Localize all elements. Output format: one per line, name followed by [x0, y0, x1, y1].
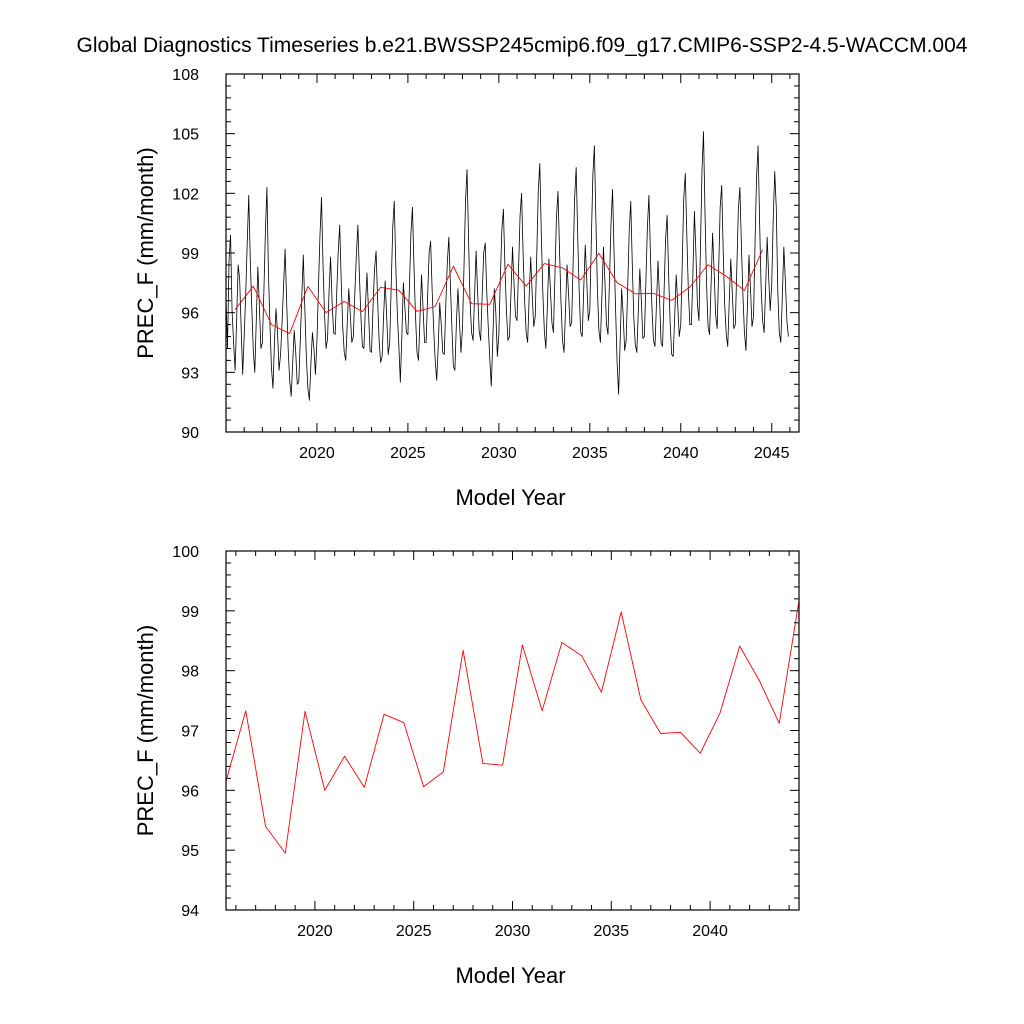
top-panel: 2020 2025 2030 2035 2040 2045 90 93 96 99 102 105 10… — [133, 67, 800, 510]
x-tick-label: 2035 — [572, 445, 608, 462]
x-tick-label: 2020 — [297, 923, 333, 940]
top-panel-y-axis-title: PREC_F (mm/month) — [133, 147, 158, 358]
y-tick-label: 102 — [172, 186, 199, 203]
bottom-panel-x-axis-title: Model Year — [455, 963, 565, 988]
top-panel-x-axis-title: Model Year — [455, 485, 565, 510]
bottom-panel-y-axis-title: PREC_F (mm/month) — [133, 625, 158, 836]
x-tick-label: 2035 — [593, 923, 629, 940]
y-tick-label: 93 — [181, 365, 199, 382]
x-tick-label: 2045 — [754, 445, 790, 462]
x-tick-label: 2030 — [481, 445, 517, 462]
bottom-panel-ticks — [226, 550, 799, 911]
chart-title: Global Diagnostics Timeseries b.e21.BWSS… — [76, 34, 968, 57]
top-panel-tick-labels: 2020 2025 2030 2035 2040 2045 90 93 96 99 102 105 10… — [172, 67, 789, 462]
y-tick-label: 90 — [181, 425, 199, 442]
y-tick-label: 100 — [172, 544, 199, 561]
y-tick-label: 108 — [172, 67, 199, 84]
x-tick-label: 2020 — [299, 445, 335, 462]
x-tick-label: 2040 — [692, 923, 728, 940]
y-tick-label: 95 — [181, 843, 199, 860]
x-tick-label: 2030 — [495, 923, 531, 940]
y-tick-label: 105 — [172, 127, 199, 144]
x-tick-label: 2040 — [663, 445, 699, 462]
top-panel-ticks — [225, 73, 799, 433]
y-tick-label: 94 — [181, 903, 199, 920]
y-tick-label: 99 — [181, 604, 199, 621]
annual-mean-series-line — [225, 600, 800, 854]
y-tick-label: 96 — [181, 783, 199, 800]
bottom-panel-tick-labels: 2020 2025 2030 2035 2040 94 95 96 97 98 99 100 — [172, 544, 728, 940]
top-panel-frame — [225, 73, 800, 433]
bottom-panel: 2020 2025 2030 2035 2040 94 95 96 97 98 99 100 Mode… — [133, 544, 800, 988]
x-tick-label: 2025 — [390, 445, 426, 462]
y-tick-label: 97 — [181, 724, 199, 741]
y-tick-label: 99 — [181, 246, 199, 263]
monthly-series-line — [225, 131, 789, 401]
bottom-panel-series — [225, 600, 800, 854]
bottom-panel-frame — [225, 550, 800, 911]
x-tick-label: 2025 — [396, 923, 432, 940]
y-tick-label: 98 — [181, 664, 199, 681]
annual-mean-series-line — [234, 249, 764, 334]
top-panel-series — [225, 131, 789, 401]
y-tick-label: 96 — [181, 306, 199, 323]
